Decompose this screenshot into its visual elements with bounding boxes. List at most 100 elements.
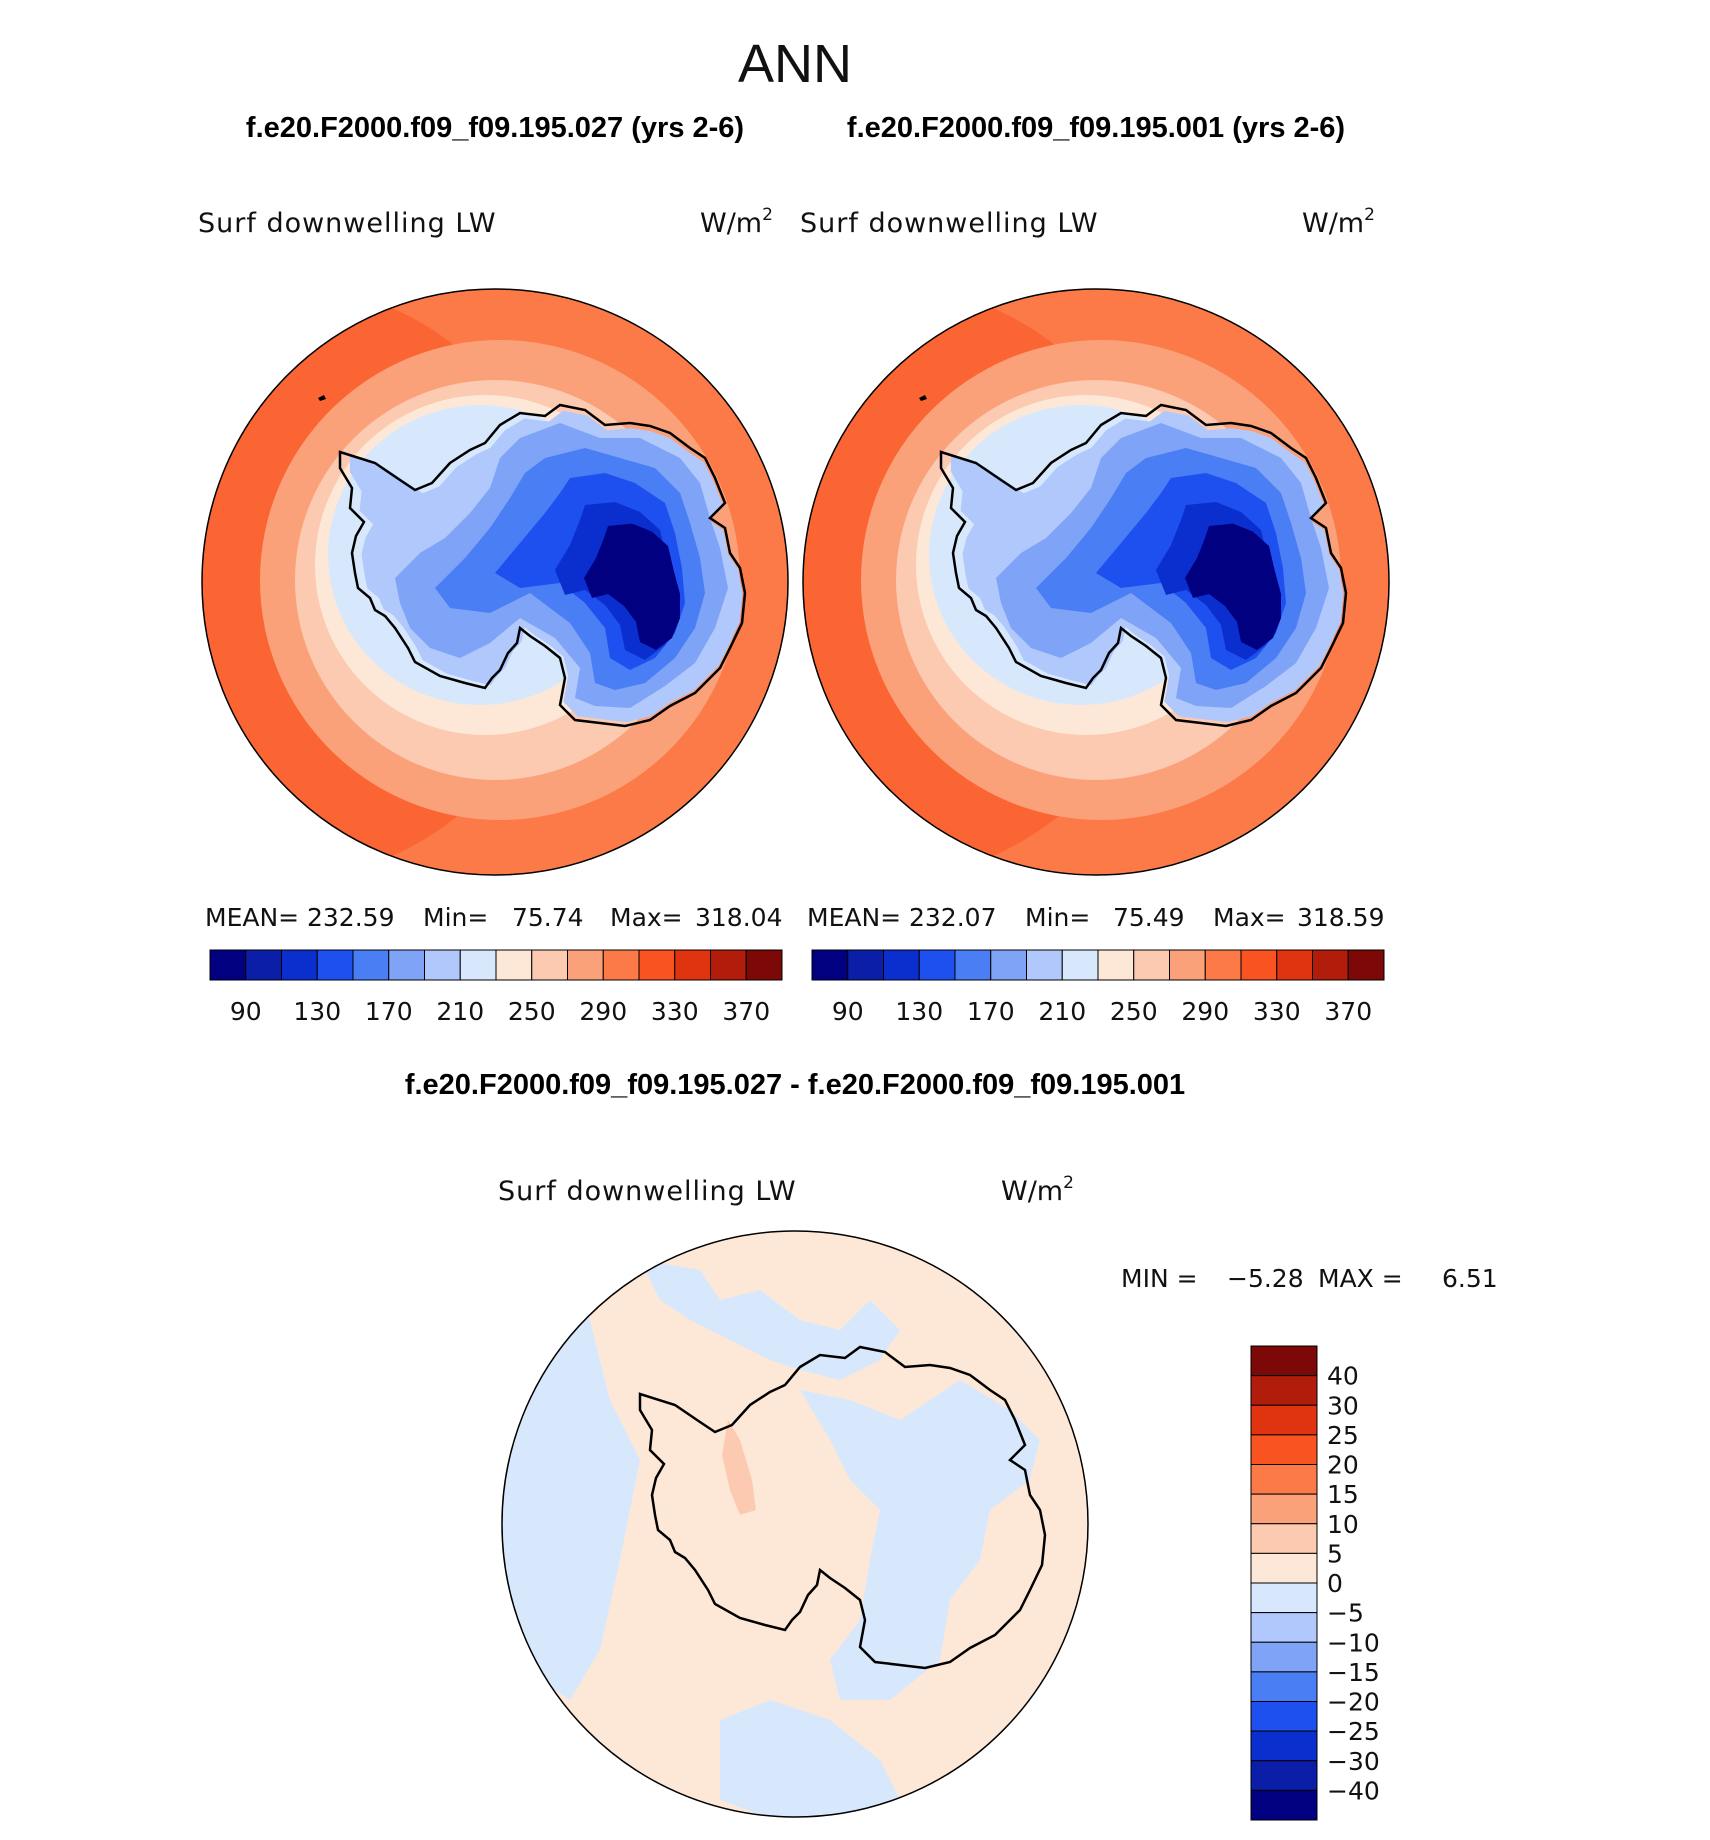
diff-min-value: −5.28 <box>1227 1264 1304 1293</box>
diff-negative-region-north <box>640 1260 900 1380</box>
colorbar-swatch <box>531 949 568 981</box>
colorbar-tick-label: 290 <box>579 997 627 1026</box>
panel-right-variable-label: Surf downwelling LW <box>800 208 1099 239</box>
mean-label: MEAN= <box>807 903 901 932</box>
colorbar-swatch <box>567 949 604 981</box>
colorbar-swatch <box>281 949 318 981</box>
colorbar-swatch <box>1204 949 1242 981</box>
colorbar-swatch <box>1250 1493 1318 1525</box>
colorbar-swatch <box>1250 1701 1318 1732</box>
min-label: Min= <box>423 903 488 932</box>
colorbar-swatch <box>638 949 676 981</box>
colorbar-swatch <box>1250 1789 1318 1821</box>
colorbar-swatch <box>1250 1730 1318 1762</box>
colorbar-tick-label: 5 <box>1327 1539 1343 1568</box>
colorbar-tick-label: 210 <box>1038 997 1086 1026</box>
panel-left-stats: MEAN= 232.59 Min= 75.74 Max= 318.04 <box>205 903 782 932</box>
colorbar-swatch <box>1240 949 1278 981</box>
colorbar-tick-label: −15 <box>1327 1658 1380 1687</box>
colorbar-swatch <box>1250 1523 1318 1554</box>
colorbar-tick-label: 10 <box>1327 1510 1359 1539</box>
panel-left-units: W/m2 <box>700 205 773 239</box>
colorbar-swatch <box>1133 949 1170 981</box>
diff-positive-ridge <box>722 1420 756 1515</box>
colorbar-tick-label: 25 <box>1327 1421 1359 1450</box>
map-border <box>802 288 1390 876</box>
colorbar-swatch <box>990 949 1027 981</box>
diff-variable-label: Surf downwelling LW <box>498 1176 797 1207</box>
colorbar-tick-label: 370 <box>1324 997 1372 1026</box>
colorbar-swatch <box>918 949 956 981</box>
difference-title: f.e20.F2000.f09_f09.195.027 - f.e20.F200… <box>405 1069 1185 1101</box>
colorbar-swatch <box>847 949 884 981</box>
colorbar-swatch <box>1250 1582 1318 1614</box>
colorbar-swatch <box>245 949 282 981</box>
colorbar-swatch <box>745 949 783 981</box>
colorbar-left: 90 130 170 210 250 290 330 370 <box>209 949 783 1026</box>
colorbar-swatch <box>602 949 640 981</box>
diff-negative-region-east <box>800 1380 1040 1700</box>
colorbar-tick-label: −10 <box>1327 1628 1380 1657</box>
colorbar-tick-label: 30 <box>1327 1391 1359 1420</box>
panel-right-case-title: f.e20.F2000.f09_f09.195.001 (yrs 2-6) <box>847 112 1345 144</box>
figure-title: ANN <box>738 34 852 94</box>
colorbar-swatch <box>1250 1671 1318 1702</box>
colorbar-tick-label: 370 <box>722 997 770 1026</box>
colorbar-swatch <box>388 949 425 981</box>
colorbar-tick-label: −5 <box>1327 1599 1364 1628</box>
colorbar-swatch <box>1250 1464 1318 1495</box>
diff-max-label: MAX = <box>1318 1264 1403 1293</box>
min-label: Min= <box>1025 903 1090 932</box>
colorbar-swatch <box>1026 949 1063 981</box>
colorbar-swatch <box>424 949 461 981</box>
colorbar-tick-label: 0 <box>1327 1569 1343 1598</box>
colorbar-swatch <box>1250 1404 1318 1436</box>
colorbar-tick-label: −20 <box>1327 1688 1380 1717</box>
mean-value: 232.59 <box>307 903 394 932</box>
colorbar-tick-label: 130 <box>293 997 341 1026</box>
panel-left-variable-label: Surf downwelling LW <box>198 208 497 239</box>
colorbar-tick-label: −25 <box>1327 1717 1380 1746</box>
island-outline <box>318 395 326 401</box>
colorbar-swatch <box>1347 949 1385 981</box>
mean-value: 232.07 <box>909 903 996 932</box>
colorbar-swatch <box>1276 949 1313 981</box>
diff-min-label: MIN = <box>1121 1264 1198 1293</box>
colorbar-swatch <box>674 949 711 981</box>
diff-positive-background <box>502 1231 1088 1817</box>
colorbar-swatch <box>352 949 390 981</box>
diff-negative-region-south <box>720 1700 900 1817</box>
colorbar-tick-label: 170 <box>365 997 413 1026</box>
colorbar-right: 90 130 170 210 250 290 330 370 <box>811 949 1385 1026</box>
max-label: Max= <box>1213 903 1286 932</box>
colorbar-swatch <box>1250 1345 1318 1377</box>
colorbar-swatch <box>459 949 497 981</box>
colorbar-tick-label: 210 <box>436 997 484 1026</box>
colorbar-swatch <box>1312 949 1349 981</box>
colorbar-swatch <box>1250 1552 1318 1584</box>
colorbar-tick-label: −30 <box>1327 1747 1380 1776</box>
colorbar-tick-label: −40 <box>1327 1776 1380 1805</box>
max-label: Max= <box>610 903 683 932</box>
polar-map-difference <box>501 1230 1089 1818</box>
diff-max-value: 6.51 <box>1442 1264 1498 1293</box>
island-outline <box>919 395 927 401</box>
polar-map-left <box>201 288 789 876</box>
min-value: 75.49 <box>1113 903 1185 932</box>
colorbar-tick-label: 15 <box>1327 1480 1359 1509</box>
colorbar-swatch <box>1250 1375 1318 1406</box>
polar-map-right <box>802 288 1390 876</box>
colorbar-swatch <box>1250 1434 1318 1465</box>
colorbar-tick-label: 20 <box>1327 1451 1359 1480</box>
colorbar-tick-label: 290 <box>1181 997 1229 1026</box>
colorbar-tick-label: 330 <box>651 997 699 1026</box>
mean-label: MEAN= <box>205 903 299 932</box>
colorbar-swatch <box>495 949 533 981</box>
panel-left-case-title: f.e20.F2000.f09_f09.195.027 (yrs 2-6) <box>246 112 744 144</box>
panel-right-units: W/m2 <box>1302 205 1375 239</box>
colorbar-tick-label: 40 <box>1327 1362 1359 1391</box>
diff-units: W/m2 <box>1001 1173 1074 1207</box>
colorbar-tick-label: 250 <box>508 997 556 1026</box>
colorbar-swatch <box>1250 1641 1318 1673</box>
